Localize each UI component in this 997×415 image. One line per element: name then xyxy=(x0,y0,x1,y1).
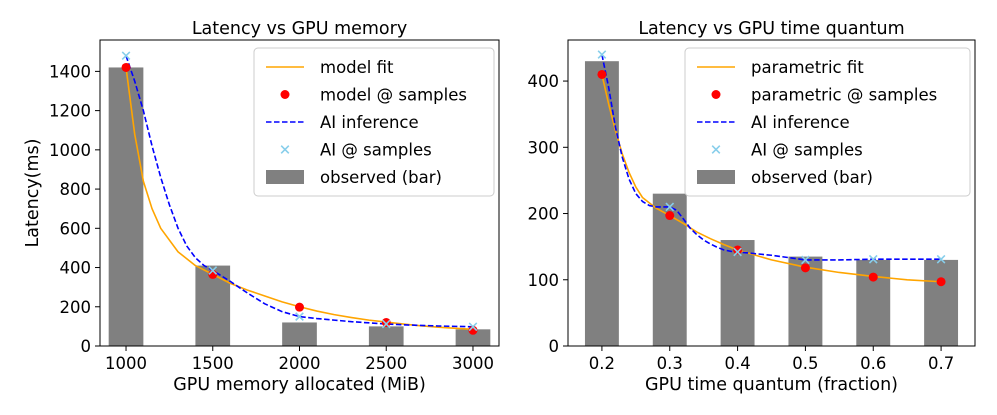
ai-sample-point xyxy=(936,254,946,264)
legend-entry: AI @ samples xyxy=(320,141,432,160)
x-tick-label: 0.6 xyxy=(860,354,886,373)
bar xyxy=(584,61,619,346)
x-tick-label: 0.5 xyxy=(792,354,818,373)
bar xyxy=(455,329,491,346)
legend-entry: parametric @ samples xyxy=(751,86,937,105)
y-tick-label: 200 xyxy=(60,298,92,317)
chart-title: Latency vs GPU memory xyxy=(192,19,407,39)
ai-sample-point xyxy=(801,255,810,265)
ai-sample-point xyxy=(208,266,218,275)
legend-box xyxy=(684,47,971,197)
legend-entry: model @ samples xyxy=(320,86,467,105)
ai-sample-point xyxy=(295,312,304,321)
legend-entry: parametric fit xyxy=(751,58,864,77)
x-axis-label: GPU time quantum (fraction) xyxy=(645,375,898,395)
y-tick-label: 0 xyxy=(81,337,92,356)
y-tick-label: 600 xyxy=(60,219,92,238)
plot-area xyxy=(584,54,959,346)
x-tick-label: 2500 xyxy=(365,354,407,373)
ai-inference-line xyxy=(125,55,473,328)
y-tick-label: 300 xyxy=(528,138,560,157)
model-sample-point xyxy=(733,245,743,255)
model-sample-point xyxy=(381,317,391,327)
x-tick-label: 0.4 xyxy=(724,354,750,373)
y-tick-label: 1400 xyxy=(49,62,91,81)
bar xyxy=(282,322,317,346)
x-tick-label: 1500 xyxy=(192,354,234,373)
y-tick-label: 100 xyxy=(528,271,560,290)
model-sample-point xyxy=(800,263,810,273)
bar xyxy=(720,240,755,346)
chart-panel-1: 1000 1500 2000 2500 3000 0 200 400 600 800 1000 120… xyxy=(23,19,500,395)
model-sample-point xyxy=(936,277,946,287)
ai-sample-point xyxy=(468,322,478,332)
bar xyxy=(368,326,404,346)
legend-handle-model-samples xyxy=(280,90,290,99)
x-tick-label: 1000 xyxy=(105,354,147,373)
x-tick-label: 2000 xyxy=(279,354,321,373)
ai-sample-point xyxy=(868,254,878,264)
legend-entry: AI @ samples xyxy=(751,141,863,160)
x-tick-label: 0.2 xyxy=(589,354,615,373)
x-axis-label: GPU memory allocated (MiB) xyxy=(173,375,426,395)
ai-sample-point xyxy=(381,319,391,329)
legend-handle-bars xyxy=(697,170,735,184)
ai-sample-point xyxy=(597,50,607,59)
model-sample-point xyxy=(121,62,131,72)
model-sample-point xyxy=(665,211,675,221)
y-tick-label: 800 xyxy=(60,180,92,199)
legend-entry: model fit xyxy=(320,58,394,77)
y-tick-label: 0 xyxy=(549,337,560,356)
legend-entry: observed (bar) xyxy=(751,168,873,187)
legend-entry: AI inference xyxy=(751,113,850,132)
chart-title: Latency vs GPU time quantum xyxy=(638,19,904,39)
ai-sample-point xyxy=(665,202,675,212)
x-tick-label: 0.3 xyxy=(657,354,683,373)
legend-entry: AI inference xyxy=(320,113,419,132)
legend-handle-bars xyxy=(266,170,304,184)
legend-handle-ai-samples xyxy=(280,145,290,154)
legend-handle-model-samples xyxy=(711,90,721,99)
chart-panel-2: 0.2 0.3 0.4 0.5 0.6 0.7 0 100 200 300 400 Latency v… xyxy=(528,19,976,395)
y-tick-label: 400 xyxy=(60,259,92,278)
model-sample-point xyxy=(868,272,878,282)
y-axis-label: Latency(ms) xyxy=(23,139,43,248)
legend-handle-ai-samples xyxy=(711,145,721,154)
plot-area xyxy=(108,55,491,346)
y-tick-label: 400 xyxy=(528,72,560,91)
x-tick-label: 3000 xyxy=(452,354,494,373)
ai-sample-point xyxy=(121,51,131,61)
ai-sample-point xyxy=(733,247,742,257)
x-tick-label: 0.7 xyxy=(928,354,954,373)
legend-box xyxy=(253,47,495,197)
y-tick-label: 1200 xyxy=(49,102,91,121)
y-tick-label: 200 xyxy=(528,205,560,224)
bar xyxy=(108,67,144,346)
bar xyxy=(924,259,959,346)
axes-frame xyxy=(567,39,976,347)
legend-entry: observed (bar) xyxy=(320,168,442,187)
ai-inference-line xyxy=(601,54,942,261)
legend: parametric fit parametric @ samples AI inf… xyxy=(684,47,971,197)
bar xyxy=(195,265,231,346)
model-sample-point xyxy=(295,302,304,312)
legend: model fit model @ samples AI inference AI @… xyxy=(253,47,495,197)
model-sample-point xyxy=(597,69,607,79)
y-tick-label: 1000 xyxy=(49,141,91,160)
